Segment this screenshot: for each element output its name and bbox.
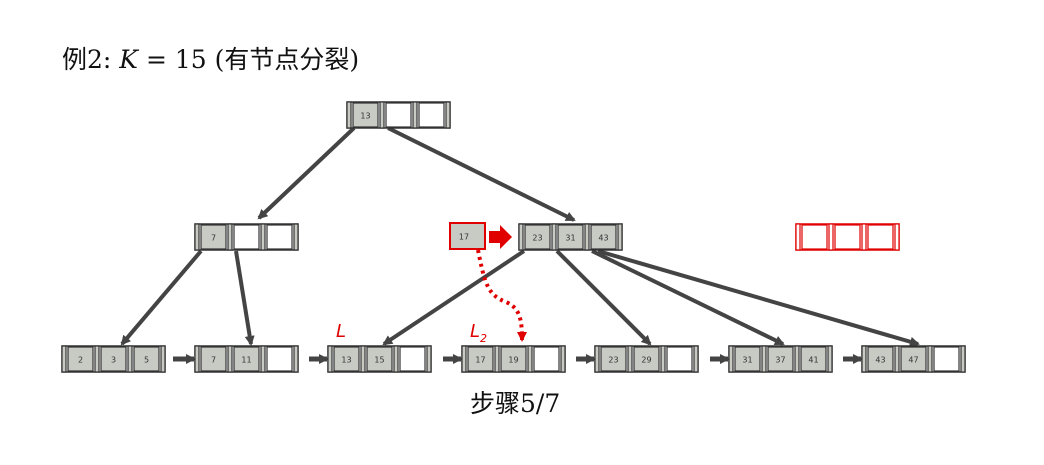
title-prefix: 例2: (62, 45, 112, 74)
node-key: 41 (808, 356, 818, 365)
node-key: 13 (360, 112, 370, 121)
promote-arrow (489, 225, 512, 249)
label-L2-sub: 2 (480, 332, 487, 345)
node-key: 47 (908, 356, 918, 365)
edge-left-leaf1 (120, 249, 203, 346)
leaf-node-2: 7 11 (194, 345, 299, 373)
edge-right-leaf7 (597, 249, 920, 347)
node-key: 31 (565, 234, 575, 243)
edge-root-right (387, 126, 576, 222)
node-key: 23 (532, 234, 542, 243)
node-key: 7 (211, 234, 216, 243)
node-key: 29 (641, 356, 651, 365)
node-key: 37 (775, 356, 785, 365)
slide-title: 例2: K = 15 (有节点分裂) (62, 40, 359, 76)
label-L2-main: L (470, 321, 480, 342)
node-key: 17 (475, 356, 485, 365)
leaf-node-7: 43 47 (861, 345, 966, 373)
edge-right-leaf5 (555, 249, 652, 346)
step-caption: 步骤5/7 (470, 389, 561, 418)
label-L2: L2 (470, 321, 487, 345)
title-note: (有节点分裂) (214, 45, 360, 74)
title-k-symbol: K (119, 45, 138, 74)
edge-right-leaf6 (591, 249, 785, 346)
node-key: 15 (374, 356, 384, 365)
promoted-key: 17 (449, 222, 486, 250)
node-key: 11 (241, 356, 251, 365)
node-key: 5 (144, 356, 149, 365)
new-internal-node (795, 223, 900, 251)
edge-root-left (257, 126, 356, 220)
node-key: 13 (341, 356, 351, 365)
root-node: 13 (346, 101, 451, 129)
node-key: 31 (742, 356, 752, 365)
label-L: L (336, 321, 346, 342)
split-curve-arrow (476, 249, 527, 342)
edge-left-leaf2 (234, 250, 255, 346)
node-key: 43 (598, 234, 608, 243)
edge-right-leaf3 (382, 249, 526, 346)
internal-node-left: 7 (194, 223, 299, 251)
node-key: 19 (508, 356, 518, 365)
tree-edges (120, 126, 920, 364)
leaf-node-6: 31 37 41 (728, 345, 833, 373)
leaf-node-3: 13 15 (327, 345, 432, 373)
promoted-key-label: 17 (459, 233, 469, 242)
node-key: 43 (875, 356, 885, 365)
node-key: 2 (78, 356, 83, 365)
internal-node-right: 23 31 43 (518, 223, 623, 251)
title-equals: = 15 (145, 45, 207, 74)
node-key: 23 (608, 356, 618, 365)
node-key: 3 (111, 356, 116, 365)
leaf-node-5: 23 29 (594, 345, 699, 373)
leaf-node-1: 2 3 5 (61, 345, 166, 373)
leaf-node-4: 17 19 (461, 345, 566, 373)
node-key: 7 (211, 356, 216, 365)
